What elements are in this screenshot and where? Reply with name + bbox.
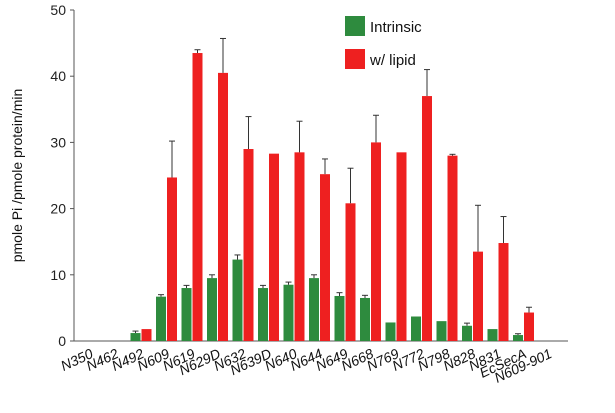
bar-lipid — [320, 174, 330, 341]
bar-intrinsic — [360, 297, 370, 341]
bar-intrinsic — [385, 322, 396, 341]
bar-lipid — [167, 177, 177, 341]
legend-label: w/ lipid — [369, 52, 416, 69]
bar-lipid — [345, 203, 356, 341]
bar-group — [130, 37, 534, 341]
legend-swatch — [345, 49, 365, 69]
y-tick-label: 10 — [50, 267, 66, 283]
legend-swatch — [345, 16, 365, 36]
bar-intrinsic — [513, 335, 523, 341]
bar-lipid — [243, 149, 254, 341]
legend-label: Intrinsic — [370, 19, 422, 36]
bar-intrinsic — [232, 259, 243, 341]
bar-lipid — [371, 142, 381, 341]
y-tick-label: 40 — [50, 68, 66, 84]
bar-lipid — [218, 72, 228, 341]
y-tick-label: 0 — [58, 333, 66, 349]
bar-intrinsic — [207, 278, 217, 341]
y-tick-label: 30 — [50, 134, 66, 150]
y-tick-label: 20 — [50, 201, 66, 217]
bar-lipid — [192, 53, 203, 341]
bar-intrinsic — [309, 278, 319, 341]
bar-intrinsic — [181, 288, 192, 341]
bar-intrinsic — [334, 295, 345, 341]
bar-lipid — [294, 152, 305, 341]
bar-intrinsic — [130, 333, 141, 341]
legend: Intrinsic w/ lipid — [345, 16, 422, 69]
bar-intrinsic — [487, 329, 498, 341]
bar-intrinsic — [462, 325, 472, 341]
bar-lipid — [524, 312, 534, 341]
x-tick-label-group: N350N462N492N609N619N629DN632N639DN640N6… — [58, 345, 554, 386]
bar-lipid — [473, 251, 483, 341]
y-tick-group: 0 10 20 30 40 50 — [50, 2, 74, 349]
bar-intrinsic — [283, 284, 294, 341]
bar-intrinsic — [156, 296, 166, 341]
bar-lipid — [422, 96, 432, 341]
y-tick-label: 50 — [50, 2, 66, 18]
bar-intrinsic — [411, 316, 421, 341]
bar-lipid — [396, 152, 407, 341]
bar-lipid — [141, 329, 152, 341]
bar-lipid — [269, 153, 279, 341]
bar-lipid — [498, 243, 509, 341]
bar-intrinsic — [436, 321, 447, 341]
y-axis-label: pmole Pi /pmole protein/min — [9, 89, 25, 263]
bar-lipid — [447, 155, 458, 341]
bar-intrinsic — [258, 288, 268, 341]
